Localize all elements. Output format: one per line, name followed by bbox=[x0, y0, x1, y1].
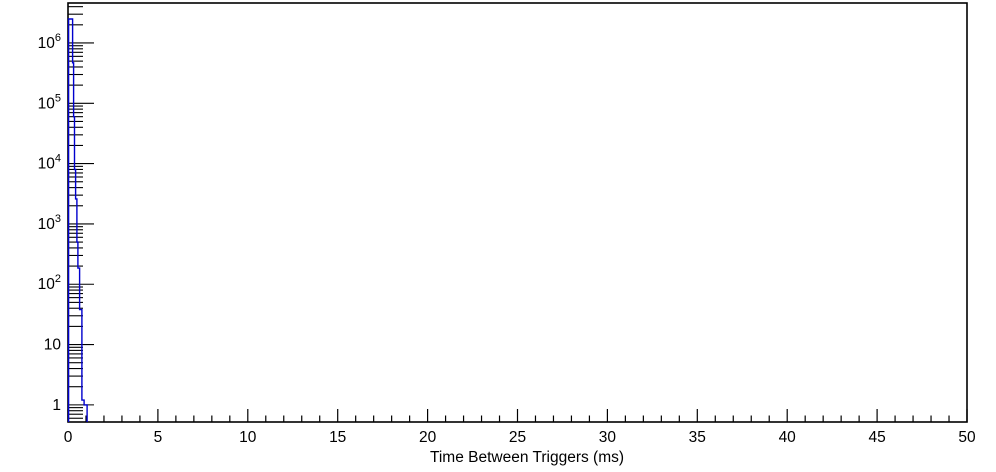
x-axis-title: Time Between Triggers (ms) bbox=[430, 449, 624, 466]
plot-frame bbox=[67, 2, 968, 423]
y-axis-tick-label: 103 bbox=[38, 213, 61, 233]
x-axis-tick-label: 30 bbox=[599, 429, 617, 446]
y-axis-tick-label: 104 bbox=[38, 153, 61, 173]
y-axis-tick-label: 102 bbox=[38, 273, 61, 293]
histogram-line bbox=[67, 18, 88, 422]
y-axis-tick-label: 1 bbox=[52, 397, 61, 414]
y-axis-tick-label: 10 bbox=[44, 337, 62, 354]
x-axis-tick-label: 10 bbox=[239, 429, 257, 446]
x-axis-tick-label: 5 bbox=[154, 429, 163, 446]
y-axis-tick-label: 106 bbox=[38, 32, 61, 52]
x-axis-tick-label: 40 bbox=[779, 429, 797, 446]
x-axis-tick-label: 35 bbox=[689, 429, 706, 446]
x-axis-tick-label: 50 bbox=[958, 429, 976, 446]
x-axis-tick-label: 15 bbox=[329, 429, 346, 446]
x-axis-tick-label: 20 bbox=[419, 429, 437, 446]
x-axis-tick-label: 25 bbox=[509, 429, 526, 446]
x-axis-tick-label: 45 bbox=[868, 429, 885, 446]
x-axis-tick-label: 0 bbox=[64, 429, 73, 446]
y-axis-tick-label: 105 bbox=[38, 92, 61, 112]
